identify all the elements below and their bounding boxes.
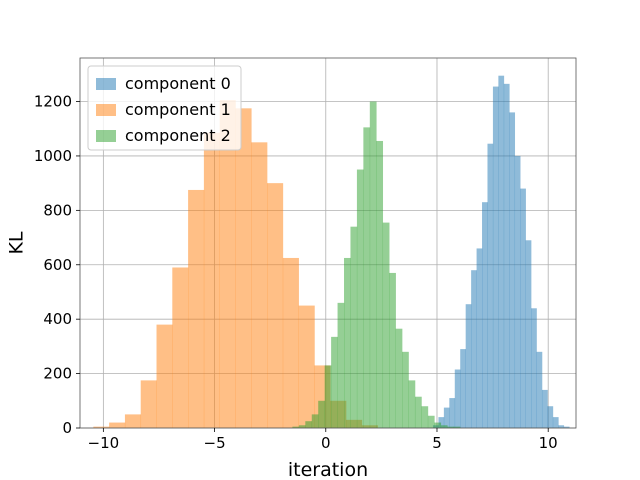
histogram-bar [547,406,554,428]
y-tick-label: 0 [62,419,72,437]
y-tick-label: 800 [43,201,72,219]
series-2-bars [292,101,461,428]
x-tick-label: 10 [539,434,558,452]
legend-swatch [96,78,116,90]
x-tick-label: −5 [204,434,226,452]
histogram-bar [421,406,429,428]
histogram-bar [298,425,306,428]
histogram-bar [440,425,448,428]
histogram-bar [172,267,189,428]
histogram-bar [449,398,456,428]
histogram-bar [541,389,548,428]
histogram-bar [531,308,537,428]
histogram-bar [311,414,319,428]
histogram-bar [563,426,570,428]
histogram-bar [376,140,384,428]
x-tick-label: 0 [321,434,331,452]
histogram-bar [482,202,488,428]
histogram-bar [369,101,377,428]
y-tick-label: 200 [43,365,72,383]
histogram-bar [219,100,236,428]
histogram-bar [305,421,313,428]
histogram-bar [318,400,325,428]
histogram-bar [460,349,466,428]
histogram-bar [203,132,220,429]
histogram-bar [498,75,505,428]
plot-frame [79,57,577,429]
histogram-bar [520,188,526,428]
histogram-bar [509,112,516,428]
histogram-bar [382,222,390,428]
histogram-bar [453,426,461,428]
histogram-bar [282,257,299,428]
x-axis-label: iteration [288,459,368,480]
histogram-bar [124,414,142,428]
histogram-bar [447,426,454,428]
histogram-bar [292,426,300,428]
histogram-bar [514,155,521,429]
histogram-bar [267,183,284,428]
x-axis: −10 −5 0 5 10 [88,428,558,452]
histogram-bar [558,425,565,428]
histogram-bar [471,270,477,428]
histogram-bar [503,83,510,429]
histogram-bar [525,240,532,428]
y-tick-label: 400 [43,310,72,328]
histogram-bar [465,304,472,428]
histogram-bar [188,189,205,428]
histogram-bar [109,422,126,428]
histogram-bar [324,365,332,428]
legend-label: component 2 [125,126,231,145]
legend-label: component 0 [125,74,231,93]
histogram-bar [443,407,450,428]
histogram-bar [434,422,442,428]
legend-swatch [96,130,116,142]
legend-label: component 1 [125,100,231,119]
histogram-bar [454,369,461,428]
histogram-bar [337,302,345,428]
histogram-bar [331,336,338,428]
y-tick-label: 600 [43,256,72,274]
legend-box [87,65,242,151]
histogram-bar [363,127,371,428]
histogram-bar [552,417,559,428]
histogram-bar [536,351,543,428]
y-axis-label: KL [6,231,28,254]
histogram-bar [408,380,416,428]
histogram-bar [298,305,315,428]
histogram-bar [235,108,252,429]
histogram-bar [389,272,396,428]
histogram-bar [251,142,268,428]
histogram-bar [438,417,445,428]
histogram-bar [427,415,435,428]
y-tick-label: 1000 [34,147,72,165]
x-tick-label: −10 [88,434,120,452]
histogram-bar [156,324,173,428]
legend-swatch [96,104,116,116]
histogram-bar [140,380,157,428]
histogram-bar [414,396,422,428]
histogram-bar [395,328,403,428]
histogram-bar [93,426,110,428]
x-tick-label: 5 [432,434,442,452]
histogram-bar [350,226,358,428]
y-tick-label: 1200 [34,93,72,111]
histogram-bar [344,257,351,428]
histogram-bar [402,351,409,428]
histogram-bar [492,86,499,429]
histogram-bar [356,169,364,428]
series-0-bars [432,75,570,429]
legend: component 0 component 1 component 2 [87,65,242,151]
histogram-bars [93,75,570,429]
histogram-bar [476,248,483,428]
y-axis: 0 200 400 600 800 1000 1200 [34,93,80,437]
histogram-bar [487,143,494,428]
